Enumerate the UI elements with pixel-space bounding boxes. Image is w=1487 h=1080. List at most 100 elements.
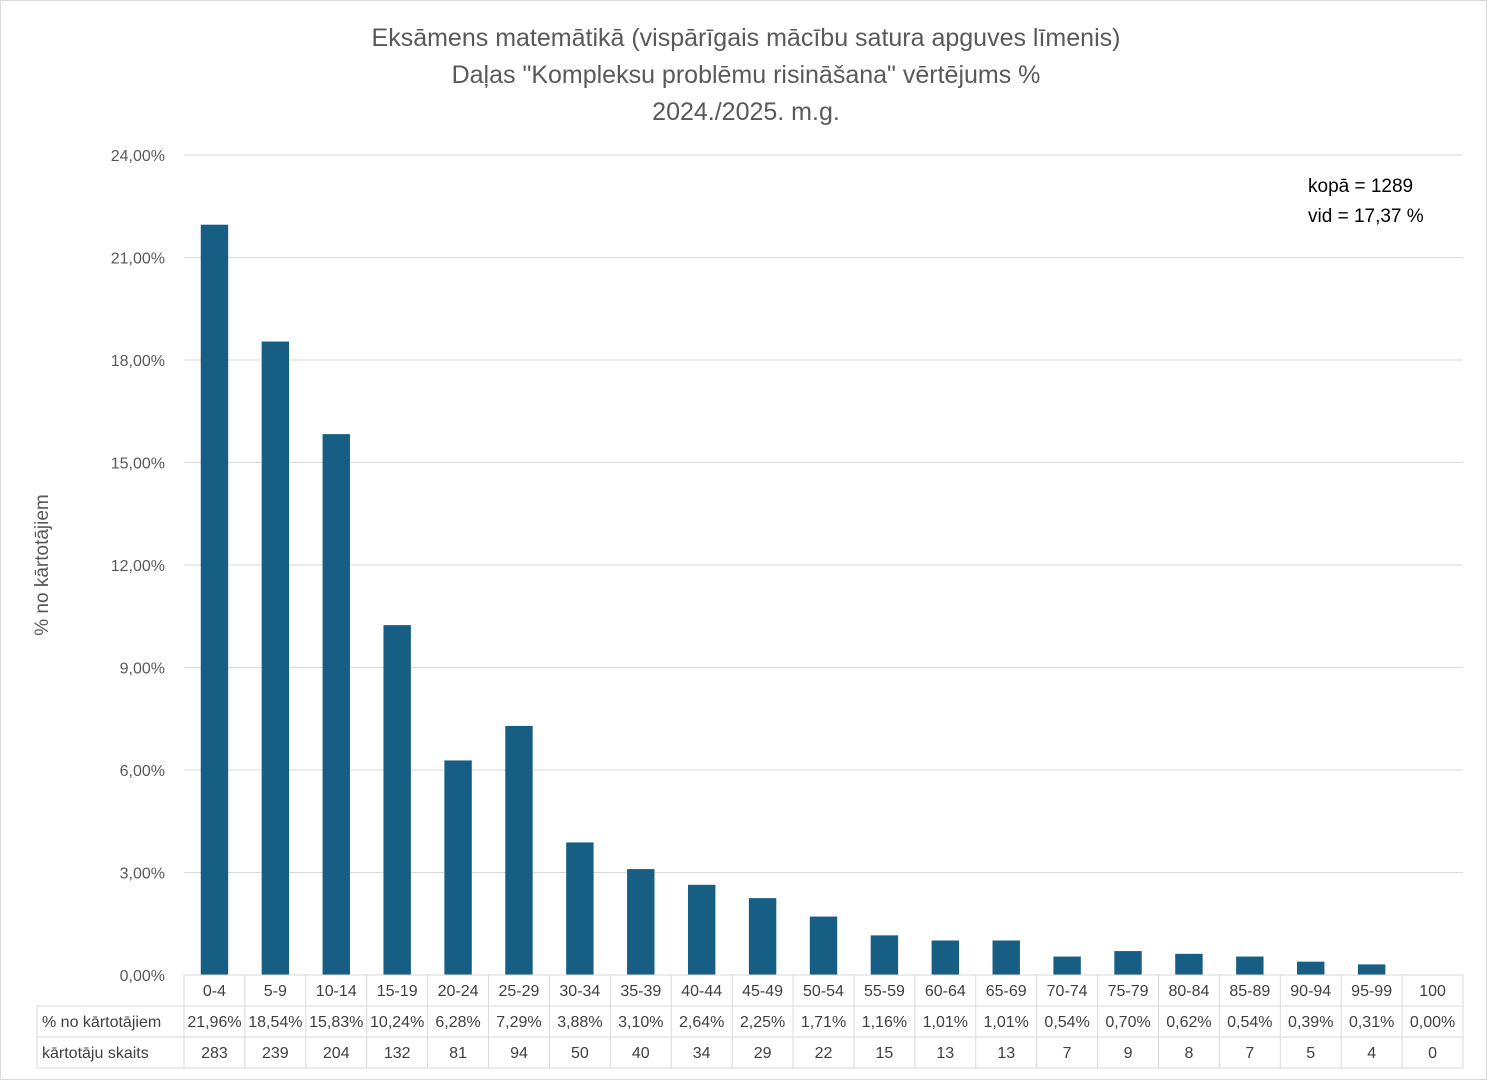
table-cell: 1,16% (862, 1014, 907, 1031)
table-cell: 81 (449, 1045, 467, 1062)
x-tick-label: 20-24 (438, 983, 479, 1000)
x-tick-label: 15-19 (377, 983, 418, 1000)
x-tick-label: 25-29 (499, 983, 540, 1000)
table-cell: 7 (1063, 1045, 1072, 1062)
table-cell: 0,00% (1410, 1014, 1455, 1031)
bar-30-34 (566, 842, 594, 975)
x-tick-label: 75-79 (1108, 983, 1149, 1000)
x-tick-label: 55-59 (864, 983, 905, 1000)
table-row-label: kārtotāju skaits (42, 1045, 149, 1062)
y-tick-label: 12,00% (111, 558, 165, 575)
bar-15-19 (383, 625, 411, 975)
table-row-label: % no kārtotājiem (42, 1014, 161, 1031)
bar-55-59 (870, 935, 899, 975)
y-tick-label: 3,00% (120, 866, 165, 883)
chart-title: Eksāmens matemātikā (vispārīgais mācību … (372, 24, 1121, 126)
bar-95-99 (1357, 964, 1386, 975)
x-tick-label: 60-64 (925, 983, 966, 1000)
table-cell: 7,29% (496, 1014, 541, 1031)
bar-80-84 (1175, 953, 1203, 975)
average-annotation: vid = 17,37 % (1308, 206, 1424, 227)
table-cell: 283 (201, 1045, 228, 1062)
bar-40-44 (687, 884, 716, 975)
bar-60-64 (931, 940, 960, 975)
y-tick-label: 9,00% (120, 661, 165, 678)
x-tick-label: 45-49 (742, 983, 783, 1000)
table-cell: 9 (1124, 1045, 1133, 1062)
table-cell: 0,70% (1105, 1014, 1150, 1031)
table-cell: 239 (262, 1045, 289, 1062)
table-cell: 13 (997, 1045, 1015, 1062)
x-tick-label: 5-9 (264, 983, 287, 1000)
x-tick-label: 30-34 (559, 983, 600, 1000)
bar-70-74 (1053, 956, 1081, 975)
y-tick-label: 24,00% (111, 148, 165, 165)
x-tick-label: 50-54 (803, 983, 844, 1000)
bar-75-79 (1114, 951, 1142, 975)
table-cell: 21,96% (187, 1014, 241, 1031)
table-cell: 6,28% (435, 1014, 480, 1031)
y-tick-label: 15,00% (111, 456, 165, 473)
table-cell: 0,62% (1166, 1014, 1211, 1031)
table-cell: 2,64% (679, 1014, 724, 1031)
x-tick-label: 65-69 (986, 983, 1027, 1000)
bars (200, 224, 1386, 975)
table-cell: 0,54% (1044, 1014, 1089, 1031)
table-cell: 13 (936, 1045, 954, 1062)
table-cell: 204 (323, 1045, 350, 1062)
table-cell: 0,31% (1349, 1014, 1394, 1031)
total-annotation: kopā = 1289 (1308, 176, 1413, 197)
chart-title-line-1: Eksāmens matemātikā (vispārīgais mācību … (372, 24, 1121, 52)
table-cell: 40 (632, 1045, 650, 1062)
bar-85-89 (1236, 956, 1264, 975)
table-cell: 3,88% (557, 1014, 602, 1031)
x-tick-label: 35-39 (620, 983, 661, 1000)
table-cell: 8 (1184, 1045, 1193, 1062)
table-cell: 10,24% (370, 1014, 424, 1031)
bar-90-94 (1297, 961, 1325, 975)
x-tick-label: 90-94 (1290, 983, 1331, 1000)
table-cell: 22 (815, 1045, 833, 1062)
x-tick-label: 95-99 (1351, 983, 1392, 1000)
bar-5-9 (261, 341, 290, 975)
y-tick-label: 18,00% (111, 353, 165, 370)
table-cell: 15 (876, 1045, 894, 1062)
table-cell: 2,25% (740, 1014, 785, 1031)
table-cell: 132 (384, 1045, 411, 1062)
x-tick-label: 100 (1419, 983, 1446, 1000)
bar-10-14 (322, 434, 350, 975)
x-tick-label: 40-44 (681, 983, 722, 1000)
table-cell: 1,01% (923, 1014, 968, 1031)
bar-35-39 (627, 869, 655, 975)
table-cell: 15,83% (309, 1014, 363, 1031)
x-tick-label: 80-84 (1168, 983, 1209, 1000)
table-cell: 29 (754, 1045, 772, 1062)
table-cell: 3,10% (618, 1014, 663, 1031)
table-cell: 34 (693, 1045, 711, 1062)
table-cell: 1,71% (801, 1014, 846, 1031)
table-cell: 5 (1306, 1045, 1315, 1062)
data-table: 0-4 5-9 10-14 15-19 20-24 25-29 30-34 35-39 40-4… (36, 974, 1464, 1069)
chart-title-line-2: Daļas "Kompleksu problēmu risināšana" vē… (452, 61, 1041, 89)
table-cell: 94 (510, 1045, 528, 1062)
bar-50-54 (809, 916, 838, 975)
bar-25-29 (505, 725, 533, 975)
bar-65-69 (992, 940, 1020, 975)
chart-title-line-3: 2024./2025. m.g. (652, 98, 840, 126)
table-cell: 50 (571, 1045, 589, 1062)
x-tick-label: 10-14 (316, 983, 357, 1000)
table-cell: 0,54% (1227, 1014, 1272, 1031)
y-axis-ticks: 0,00% 3,00% 6,00% 9,00% 12,00% 15,00% 18,00% 21… (111, 148, 165, 985)
y-tick-label: 6,00% (120, 763, 165, 780)
table-cell: 0 (1428, 1045, 1437, 1062)
bar-20-24 (444, 760, 472, 975)
table-cell: 1,01% (984, 1014, 1029, 1031)
gridlines (184, 154, 1463, 873)
bar-0-4 (200, 224, 229, 975)
bar-45-49 (748, 898, 777, 975)
table-cell: 4 (1367, 1045, 1376, 1062)
table-cell: 7 (1245, 1045, 1254, 1062)
y-tick-label: 0,00% (120, 968, 165, 985)
y-axis-label: % no kārtotājiem (32, 494, 53, 636)
